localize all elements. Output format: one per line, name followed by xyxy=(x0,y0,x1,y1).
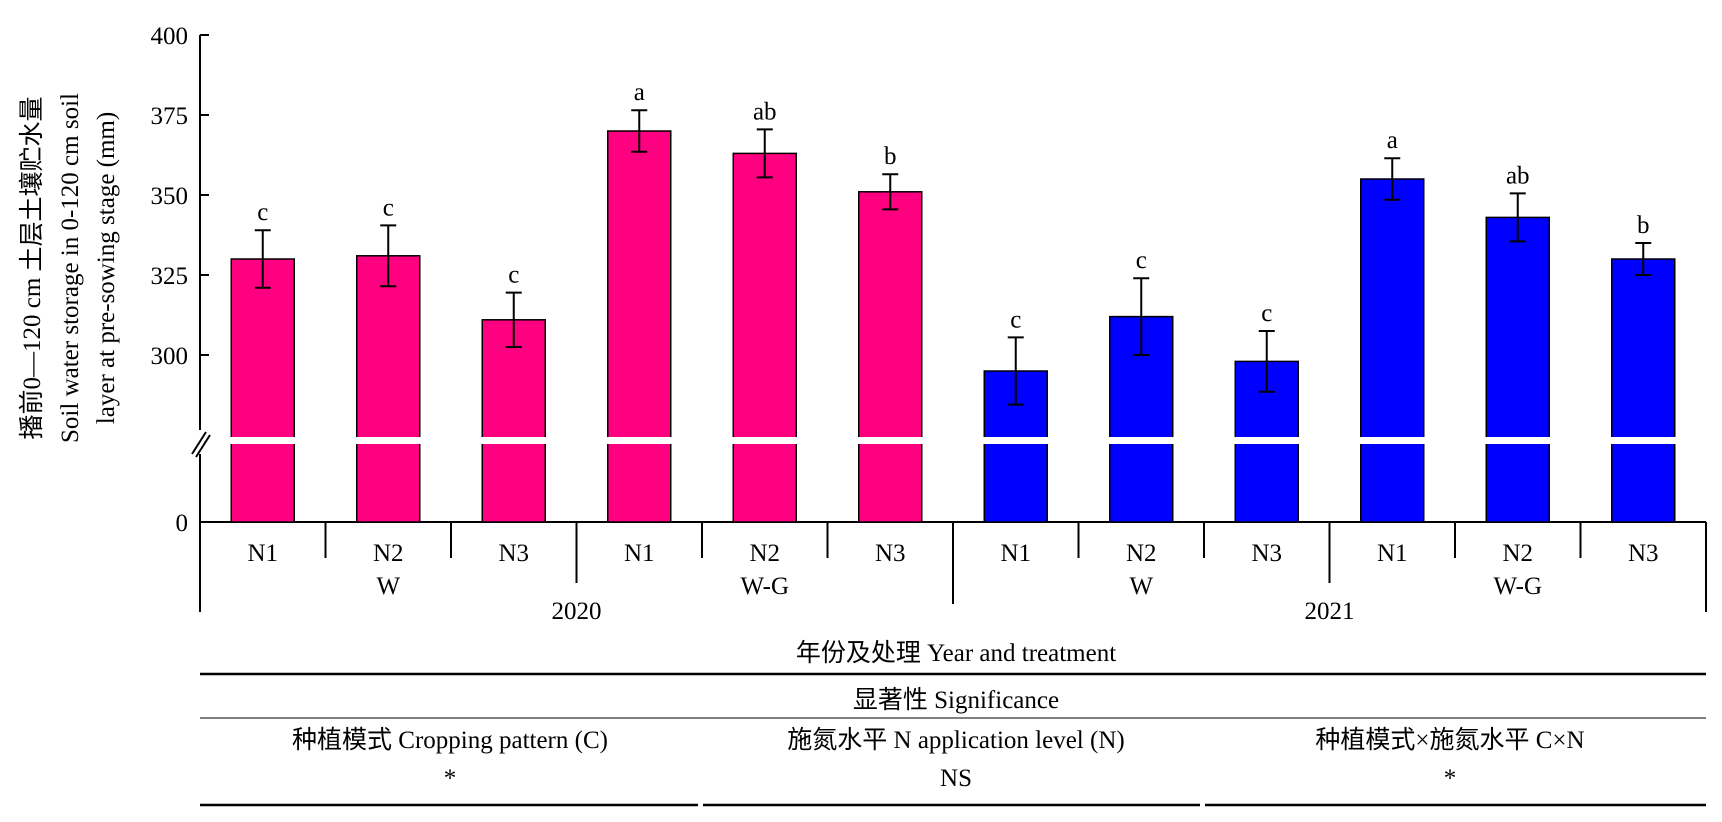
bar xyxy=(858,191,923,523)
significance-letter: a xyxy=(634,79,645,106)
bar-break-gap xyxy=(606,437,672,444)
bar xyxy=(1611,258,1676,523)
significance-letter: c xyxy=(508,262,519,289)
bar-break-gap xyxy=(1359,437,1425,444)
y-tick-label: 375 xyxy=(151,103,189,130)
bar-break-gap xyxy=(1610,437,1676,444)
bar-break-gap xyxy=(857,437,923,444)
significance-letter: c xyxy=(383,194,394,221)
bar-break-gap xyxy=(1108,437,1174,444)
x-category-label: N3 xyxy=(1251,540,1282,567)
significance-letter: c xyxy=(1136,247,1147,274)
sig-header-interaction: 种植模式×施氮水平 C×N xyxy=(1315,726,1584,754)
bar xyxy=(607,130,672,523)
x-group-label: W xyxy=(1129,573,1153,600)
sig-value-n-level: NS xyxy=(940,765,972,792)
bar-break-gap xyxy=(1234,437,1300,444)
y-axis-label-line-3: layer at pre-sowing stage (mm) xyxy=(93,112,120,424)
x-group-label: W xyxy=(376,573,400,600)
x-year-label: 2021 xyxy=(1305,598,1355,625)
bar-break-gap xyxy=(732,437,798,444)
bar xyxy=(481,319,546,523)
bar-break-gap xyxy=(230,437,296,444)
y-tick-label: 0 xyxy=(176,510,189,537)
y-tick-label: 325 xyxy=(151,263,189,290)
significance-title: 显著性 Significance xyxy=(853,686,1059,714)
bar-break-gap xyxy=(355,437,421,444)
sig-value-cropping: * xyxy=(444,765,457,792)
x-category-label: N1 xyxy=(1377,540,1408,567)
x-group-label: W-G xyxy=(1493,573,1542,600)
y-axis-label-line-2: Soil water storage in 0-120 cm soil xyxy=(57,93,84,443)
bar xyxy=(732,152,797,523)
x-year-label: 2020 xyxy=(552,598,602,625)
significance-letter: b xyxy=(884,143,897,170)
y-tick-label: 350 xyxy=(151,183,189,210)
x-axis-categories: N1 N2 N3 N1 N2 N3 N1 N2 N3 N1 N2 N3 W W-G W W-G 2020 2021 xyxy=(199,522,1707,625)
x-group-label: W-G xyxy=(740,573,789,600)
bar-break-gap xyxy=(983,437,1049,444)
y-axis-label-line-1: 播前0—120 cm 土层土壤贮水量 xyxy=(18,96,46,439)
bar xyxy=(1360,178,1425,523)
x-category-label: N3 xyxy=(498,540,529,567)
bar-break-gap xyxy=(481,437,547,444)
bars: c c c a ab b c c c a ab b xyxy=(230,79,1676,523)
x-category-label: N3 xyxy=(1628,540,1659,567)
x-category-label: N2 xyxy=(373,540,404,567)
bar xyxy=(230,258,295,523)
x-category-label: N1 xyxy=(1000,540,1031,567)
bar-break-gap xyxy=(1485,437,1551,444)
significance-letter: c xyxy=(1010,306,1021,333)
sig-header-n-level: 施氮水平 N application level (N) xyxy=(787,726,1124,754)
significance-letter: c xyxy=(257,199,268,226)
sig-value-interaction: * xyxy=(1444,765,1457,792)
x-category-label: N2 xyxy=(1126,540,1157,567)
significance-letter: a xyxy=(1387,127,1398,154)
axis-break-mark-1 xyxy=(191,431,207,455)
sig-header-cropping: 种植模式 Cropping pattern (C) xyxy=(292,726,608,754)
x-axis-label: 年份及处理 Year and treatment xyxy=(796,639,1116,667)
y-axis-label: 播前0—120 cm 土层土壤贮水量 Soil water storage in… xyxy=(18,93,120,443)
significance-letter: ab xyxy=(753,98,777,125)
bar xyxy=(356,255,421,523)
significance-letter: b xyxy=(1637,212,1650,239)
x-category-label: N2 xyxy=(1502,540,1533,567)
y-tick-label: 300 xyxy=(151,343,189,370)
x-category-label: N3 xyxy=(875,540,906,567)
x-category-label: N1 xyxy=(247,540,278,567)
significance-letter: ab xyxy=(1506,162,1530,189)
x-category-label: N2 xyxy=(749,540,780,567)
significance-table: 显著性 Significance 种植模式 Cropping pattern (… xyxy=(200,672,1706,807)
axis-break-mark-2 xyxy=(195,434,211,458)
bar xyxy=(1485,216,1550,523)
x-category-label: N1 xyxy=(624,540,655,567)
y-tick-label: 400 xyxy=(151,23,189,50)
significance-letter: c xyxy=(1261,300,1272,327)
